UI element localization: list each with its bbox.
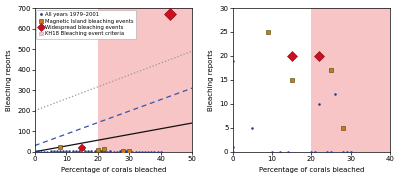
Legend: All years 1979–2001, Magnetic Island bleaching events, Widespread bleaching even: All years 1979–2001, Magnetic Island ble…	[36, 10, 136, 39]
X-axis label: Percentage of corals bleached: Percentage of corals bleached	[61, 167, 166, 173]
Y-axis label: Bleaching reports: Bleaching reports	[6, 49, 12, 111]
Bar	[98, 8, 192, 152]
X-axis label: Percentage of corals bleached: Percentage of corals bleached	[258, 167, 364, 173]
Bar	[311, 8, 390, 152]
Y-axis label: Bleaching reports: Bleaching reports	[208, 49, 214, 111]
